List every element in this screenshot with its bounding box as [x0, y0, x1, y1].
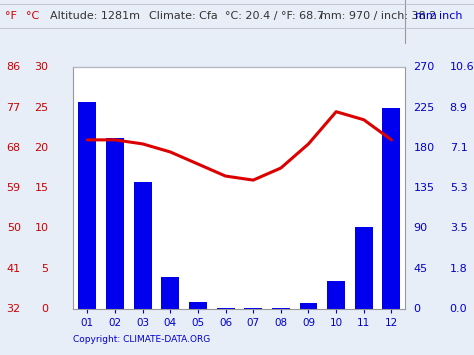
Text: 10: 10	[35, 223, 48, 233]
Bar	[383, 108, 401, 309]
Bar	[272, 308, 290, 309]
Text: 0.0: 0.0	[450, 304, 467, 314]
Bar	[300, 304, 318, 309]
Text: inch: inch	[439, 11, 463, 21]
Bar	[217, 308, 235, 309]
Text: 0: 0	[414, 304, 420, 314]
Bar	[78, 102, 96, 309]
Text: 270: 270	[414, 62, 435, 72]
Text: °F: °F	[5, 11, 17, 21]
Bar	[134, 182, 152, 309]
Text: Copyright: CLIMATE-DATA.ORG: Copyright: CLIMATE-DATA.ORG	[73, 335, 211, 344]
Text: 180: 180	[414, 143, 435, 153]
Text: Altitude: 1281m: Altitude: 1281m	[50, 11, 140, 21]
Text: Climate: Cfa: Climate: Cfa	[149, 11, 218, 21]
Text: 50: 50	[7, 223, 21, 233]
Text: mm: 970 / inch: 38.2: mm: 970 / inch: 38.2	[320, 11, 437, 21]
Text: 3.5: 3.5	[450, 223, 467, 233]
Bar	[244, 308, 262, 309]
Bar	[161, 277, 179, 309]
Text: 41: 41	[7, 264, 21, 274]
Text: mm: mm	[415, 11, 437, 21]
Text: 68: 68	[7, 143, 21, 153]
Text: °C: °C	[26, 11, 39, 21]
Text: 5.3: 5.3	[450, 183, 467, 193]
Text: 25: 25	[34, 103, 48, 113]
Text: 225: 225	[414, 103, 435, 113]
Text: 90: 90	[414, 223, 428, 233]
Text: 8.9: 8.9	[450, 103, 467, 113]
Text: 5: 5	[41, 264, 48, 274]
Text: 86: 86	[7, 62, 21, 72]
Text: 45: 45	[414, 264, 428, 274]
Bar	[189, 302, 207, 309]
Text: 0: 0	[41, 304, 48, 314]
Text: 10.6: 10.6	[450, 62, 474, 72]
Bar	[327, 281, 345, 309]
Text: 135: 135	[414, 183, 435, 193]
Bar	[355, 228, 373, 309]
Text: 30: 30	[35, 62, 48, 72]
Text: °C: 20.4 / °F: 68.7: °C: 20.4 / °F: 68.7	[225, 11, 324, 21]
Text: 32: 32	[7, 304, 21, 314]
Text: 59: 59	[7, 183, 21, 193]
Text: 15: 15	[35, 183, 48, 193]
Text: 20: 20	[34, 143, 48, 153]
Text: 77: 77	[7, 103, 21, 113]
Text: 7.1: 7.1	[450, 143, 467, 153]
Bar	[106, 138, 124, 309]
Text: 1.8: 1.8	[450, 264, 467, 274]
